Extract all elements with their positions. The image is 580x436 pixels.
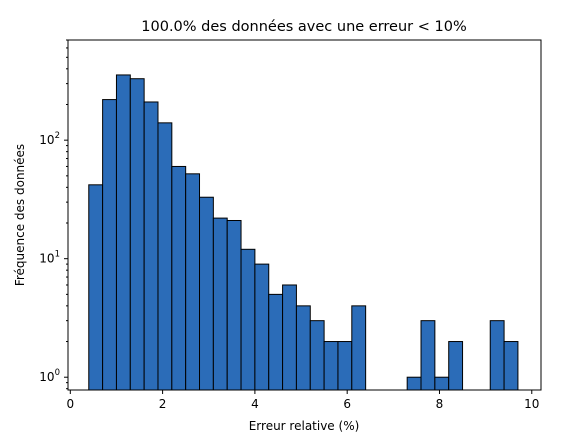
y-axis-label: Fréquence des données [13,144,27,286]
histogram-bar-25 [503,341,519,391]
histogram-bar-14 [282,284,297,391]
histogram-bar-18 [337,341,353,391]
y-tick-label: 100 [39,368,60,384]
x-tick-label: 2 [159,397,167,411]
histogram-bar-19 [351,305,367,391]
y-tick-label: 101 [39,250,60,266]
histogram-bar-5 [157,122,173,391]
y-tick-label: 102 [39,131,60,147]
histogram-bar-20 [406,376,422,391]
histogram-bar-8 [199,196,214,391]
histogram-bar-0 [88,184,104,391]
histogram-bar-12 [254,263,270,391]
x-axis-label: Erreur relative (%) [249,419,360,433]
axes-frame [67,39,542,391]
histogram-bar-3 [129,78,145,391]
x-tick-label: 4 [251,397,259,411]
chart-title: 100.0% des données avec une erreur < 10% [141,19,466,35]
y-axis-ticks: 100 101 102 [39,39,68,390]
x-axis-ticks: 0 2 4 6 8 10 [66,390,539,411]
histogram-bar-22 [434,376,450,391]
histogram-bar-1 [102,99,117,391]
histogram-bar-11 [240,248,256,391]
histogram-bar-23 [448,341,464,391]
histogram-bar-6 [171,165,187,391]
histogram-bar-7 [185,173,201,391]
x-tick-label: 8 [436,397,444,411]
histogram-bar-21 [420,320,436,391]
histogram-bar-13 [268,293,284,391]
histogram-bar-16 [309,320,325,391]
histogram-bar-24 [489,320,505,391]
histogram-bar-10 [226,219,242,391]
x-tick-label: 0 [66,397,74,411]
histogram-bar-9 [212,217,228,391]
histogram-bar-4 [143,101,159,391]
histogram-bar-17 [323,341,339,391]
x-tick-label: 6 [343,397,351,411]
histogram-bar-2 [115,74,131,391]
histogram-bar-15 [295,305,311,391]
x-tick-label: 10 [524,397,539,411]
bars-group [88,74,519,391]
